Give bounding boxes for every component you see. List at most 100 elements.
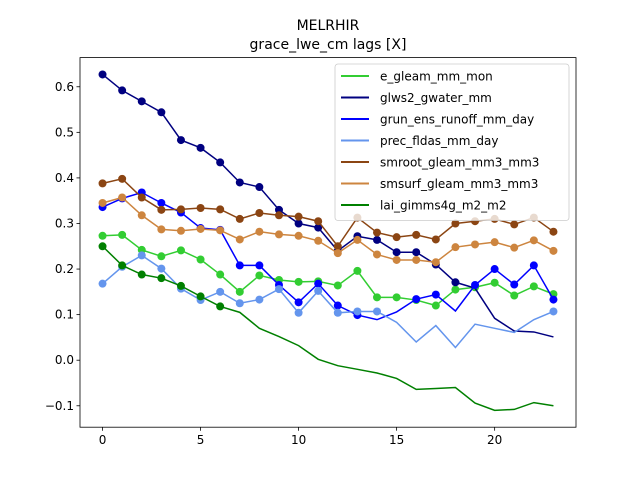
data-point: [118, 193, 127, 202]
y-tick-label: 0.3: [55, 216, 74, 230]
data-point: [118, 230, 127, 239]
x-tick-label: 10: [291, 433, 306, 447]
plot-frame: [79, 57, 577, 428]
data-point: [314, 217, 323, 226]
y-tick-label: 0.2: [55, 262, 74, 276]
data-point: [137, 251, 146, 260]
legend-item: prec_fldas_mm_day: [341, 134, 499, 148]
data-point: [294, 298, 303, 307]
legend-label: prec_fldas_mm_day: [380, 134, 499, 148]
y-tick-label: 0.0: [55, 353, 74, 367]
data-point: [274, 230, 283, 239]
data-point: [510, 280, 519, 289]
data-point: [274, 205, 283, 214]
data-point: [157, 264, 166, 273]
plot-content: [98, 70, 558, 412]
data-point: [137, 193, 146, 202]
legend-label: lai_gimms4g_m2_m2: [380, 199, 507, 213]
legend-item: e_gleam_mm_mon: [341, 70, 493, 84]
data-point: [314, 279, 323, 288]
data-point: [294, 231, 303, 240]
x-tick-label: 20: [487, 433, 502, 447]
data-point: [176, 205, 185, 214]
data-point: [392, 233, 401, 242]
legend-item: grun_ens_runoff_mm_day: [341, 113, 534, 127]
data-point: [529, 261, 538, 270]
data-point: [373, 250, 382, 259]
data-point: [431, 301, 440, 310]
data-point: [255, 271, 264, 280]
data-point: [235, 299, 244, 308]
data-point: [314, 286, 323, 295]
data-point: [137, 245, 146, 254]
y-tick-label: 0.1: [55, 308, 74, 322]
data-point: [98, 231, 107, 240]
data-point: [431, 258, 440, 267]
data-point: [353, 266, 362, 275]
data-point: [471, 240, 480, 249]
series-smroot_gleam_mm3_mm3: [98, 174, 558, 251]
data-point: [451, 285, 460, 294]
data-point: [373, 228, 382, 237]
data-point: [510, 243, 519, 252]
data-point: [216, 158, 225, 167]
data-point: [373, 235, 382, 244]
data-point: [333, 242, 342, 251]
data-point: [196, 292, 205, 301]
data-point: [98, 279, 107, 288]
legend-frame: [334, 63, 570, 221]
data-point: [157, 205, 166, 214]
data-point: [549, 307, 558, 316]
data-point: [333, 281, 342, 290]
data-point: [294, 277, 303, 286]
data-point: [529, 236, 538, 245]
y-axis: −0.1 0.0 0.1 0.2 0.3 0.4 0.5 0.6: [45, 80, 80, 413]
legend-item: smroot_gleam_mm3_mm3: [341, 156, 539, 170]
data-point: [510, 220, 519, 229]
data-point: [412, 295, 421, 304]
data-point: [353, 235, 362, 244]
data-point: [157, 225, 166, 234]
data-point: [235, 235, 244, 244]
data-point: [176, 136, 185, 145]
data-point: [353, 307, 362, 316]
data-point: [392, 293, 401, 302]
chart-title: MELRHIR: [297, 18, 360, 34]
data-point: [431, 290, 440, 299]
series-line: [102, 73, 554, 338]
data-point: [373, 307, 382, 316]
data-point: [274, 285, 283, 294]
data-point: [549, 295, 558, 304]
data-point: [235, 178, 244, 187]
series-line: [102, 254, 554, 349]
legend-item: smsurf_gleam_mm3_mm3: [341, 177, 538, 191]
data-point: [451, 278, 460, 287]
data-point: [255, 209, 264, 218]
data-point: [98, 198, 107, 207]
data-point: [137, 97, 146, 106]
series-prec_fldas_mm_day: [98, 251, 558, 349]
series-glws2_gwater_mm: [98, 70, 554, 338]
data-point: [216, 226, 225, 235]
data-point: [216, 270, 225, 279]
data-point: [549, 227, 558, 236]
data-point: [529, 282, 538, 291]
data-point: [392, 255, 401, 264]
data-point: [118, 261, 127, 270]
data-point: [471, 281, 480, 290]
y-tick-label: 0.6: [55, 80, 74, 94]
data-point: [216, 205, 225, 214]
data-point: [176, 226, 185, 235]
data-point: [373, 293, 382, 302]
legend-label: grun_ens_runoff_mm_day: [380, 113, 534, 127]
x-tick-label: 15: [389, 433, 404, 447]
data-point: [157, 198, 166, 207]
data-point: [196, 224, 205, 233]
data-point: [294, 308, 303, 317]
data-point: [274, 211, 283, 220]
data-point: [216, 302, 225, 311]
data-point: [196, 203, 205, 212]
data-point: [255, 295, 264, 304]
data-point: [216, 287, 225, 296]
